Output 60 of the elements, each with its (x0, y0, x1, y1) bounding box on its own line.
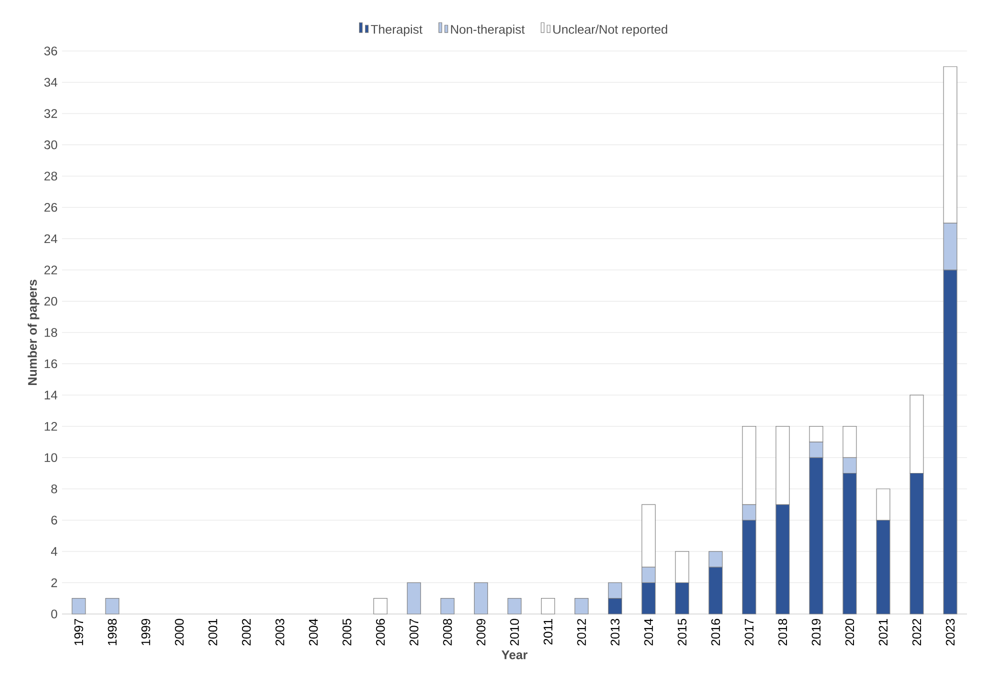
bar (508, 598, 522, 614)
y-tick-label: 36 (44, 46, 58, 56)
x-tick-label: 2001 (208, 618, 218, 646)
y-tick-label: 26 (44, 202, 58, 212)
y-tick-label: 12 (44, 422, 58, 431)
x-tick-label: 2002 (242, 618, 251, 646)
y-tick-label: 8 (51, 484, 58, 494)
x-tick-label: 1999 (141, 618, 150, 646)
y-tick-label: 28 (44, 172, 58, 181)
x-tick-label: 2007 (410, 618, 418, 646)
x-tick-label: 2012 (577, 618, 586, 646)
y-tick-label: 32 (44, 109, 58, 118)
y-tick-label: 0 (51, 610, 58, 618)
bar (373, 598, 388, 614)
y-tick-label: 24 (44, 234, 58, 244)
x-tick-label: 2020 (845, 618, 854, 646)
y-tick-label: 30 (44, 140, 58, 150)
x-tick-label: 2019 (812, 618, 821, 646)
x-tick-label: 2006 (376, 618, 385, 646)
x-tick-label: 2004 (308, 618, 318, 646)
x-axis-title: Year (502, 650, 528, 660)
x-tick-label: 2016 (711, 618, 720, 646)
x-tick-label: 1997 (74, 618, 84, 646)
x-tick-label: 2011 (544, 618, 552, 645)
x-tick-label: 2021 (878, 618, 888, 646)
y-tick-label: 18 (44, 328, 58, 337)
bar (105, 598, 120, 614)
x-tick-label: 2005 (342, 618, 352, 646)
x-tick-label: 2023 (946, 618, 955, 646)
x-tick-label: 2018 (778, 618, 788, 646)
bar (406, 582, 421, 614)
x-tick-label: 2014 (644, 618, 653, 646)
bar (474, 582, 488, 614)
x-tick-label: 2013 (610, 618, 620, 646)
y-tick-label: 6 (51, 516, 58, 525)
bar (440, 598, 454, 614)
x-tick-label: 2000 (174, 618, 184, 646)
y-tick-label: 34 (44, 78, 58, 87)
y-axis-title: Number of papers (28, 280, 40, 385)
y-tick-label: 22 (44, 266, 58, 274)
x-tick-label: 2010 (510, 618, 519, 646)
y-tick-label: 2 (51, 578, 58, 588)
legend-label: Non-therapist (451, 24, 525, 36)
y-tick-label: 10 (44, 453, 58, 462)
y-tick-label: 4 (51, 547, 58, 556)
x-tick-label: 2017 (744, 618, 754, 646)
y-tick-label: 14 (44, 390, 58, 400)
x-tick-label: 2022 (912, 618, 922, 646)
x-tick-label: 2008 (443, 618, 452, 646)
legend-label: Therapist (370, 24, 422, 36)
x-tick-label: 2009 (476, 618, 486, 646)
bar (574, 598, 589, 614)
x-tick-label: 2003 (275, 618, 284, 646)
bar (72, 598, 86, 614)
x-tick-label: 2015 (678, 618, 687, 646)
legend-label: Unclear/Not reported (553, 24, 668, 36)
y-tick-label: 20 (44, 296, 58, 306)
y-tick-label: 16 (44, 359, 58, 368)
bar (541, 598, 556, 614)
x-tick-label: 1998 (108, 618, 117, 646)
